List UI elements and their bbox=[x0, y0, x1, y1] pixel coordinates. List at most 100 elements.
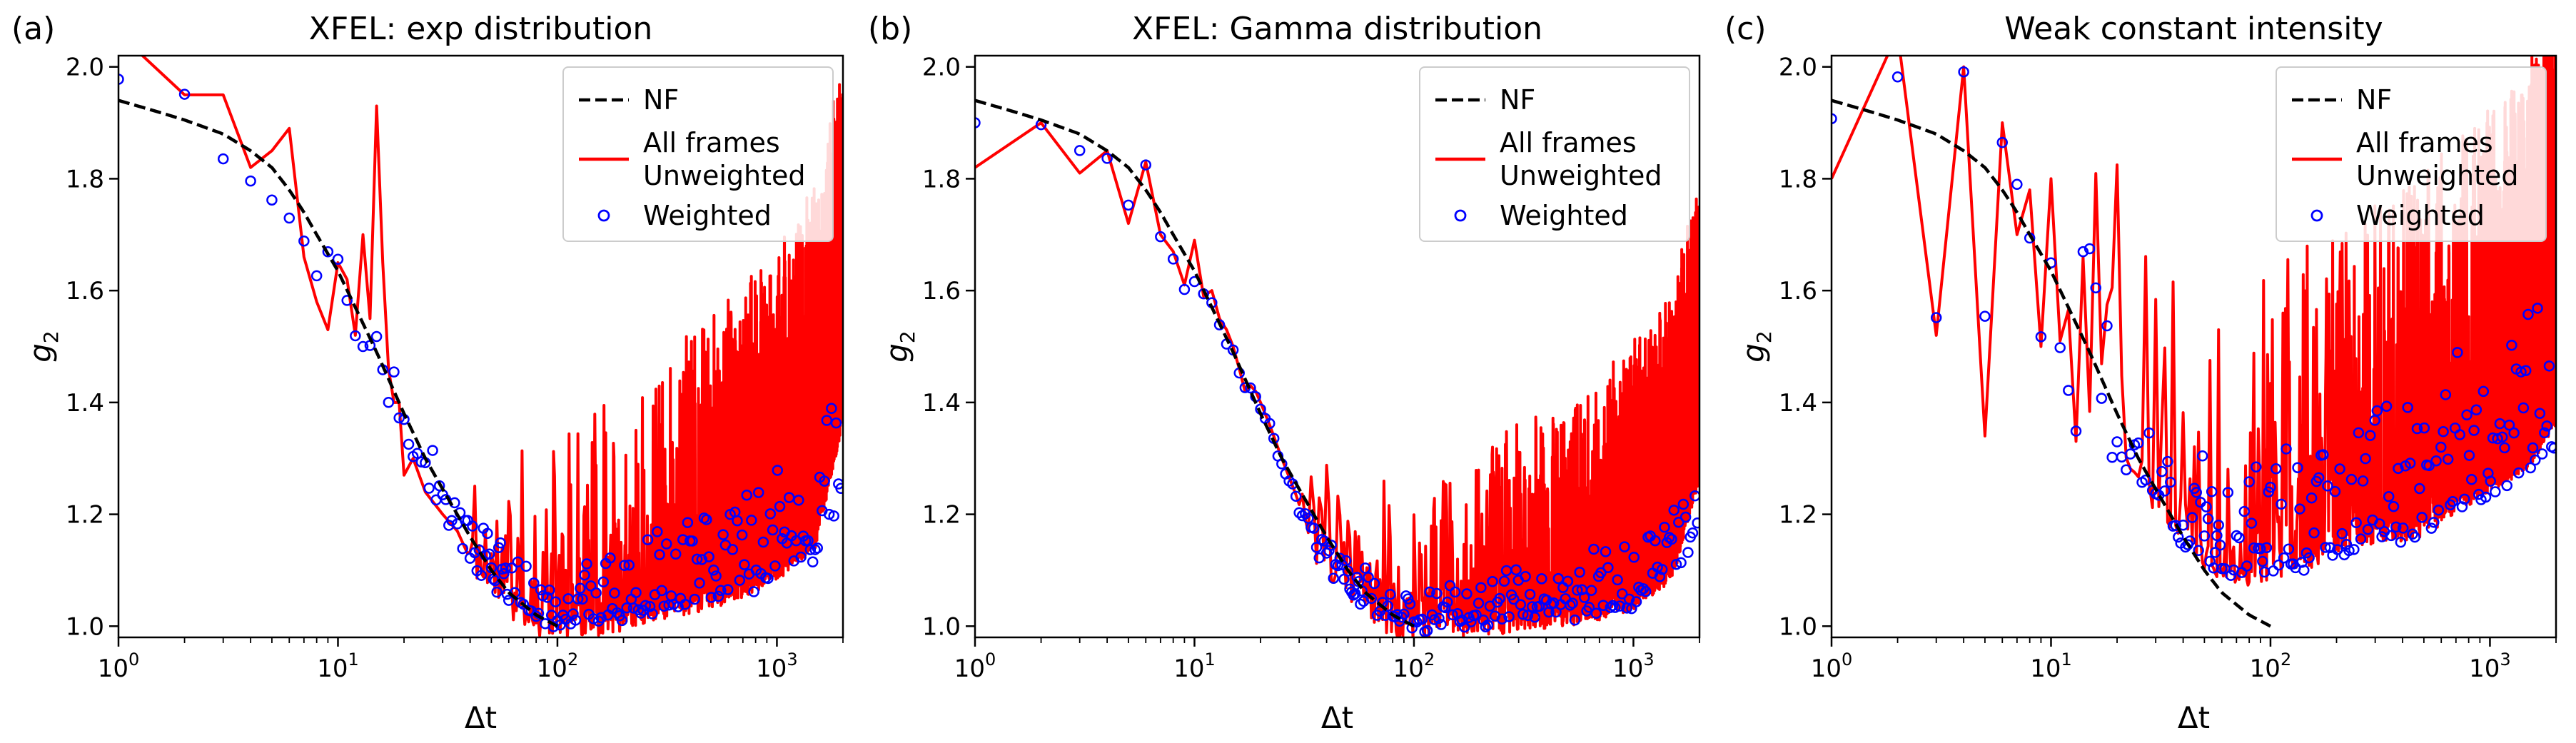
y-axis-label: g2 bbox=[879, 330, 919, 363]
weighted-point bbox=[712, 590, 724, 602]
weighted-point bbox=[2501, 480, 2512, 492]
weighted-point bbox=[2414, 482, 2425, 495]
weighted-point bbox=[1614, 600, 1626, 612]
weighted-point bbox=[2360, 453, 2371, 465]
weighted-point bbox=[609, 587, 620, 599]
weighted-point bbox=[2473, 488, 2485, 500]
weighted-point bbox=[2308, 527, 2320, 539]
legend-unweighted-line: Unweighted bbox=[643, 160, 806, 191]
x-tick-base: 10 bbox=[954, 654, 985, 683]
weighted-point bbox=[2492, 433, 2503, 445]
x-tick-exponent: 1 bbox=[348, 650, 358, 669]
weighted-point bbox=[1475, 582, 1487, 594]
weighted-point bbox=[2468, 425, 2480, 436]
weighted-point bbox=[2454, 429, 2465, 440]
weighted-point bbox=[1447, 609, 1458, 621]
weighted-point bbox=[577, 593, 588, 605]
weighted-point bbox=[2499, 442, 2510, 454]
legend-box bbox=[2276, 66, 2547, 242]
weighted-point bbox=[2520, 365, 2532, 377]
weighted-point bbox=[2343, 545, 2355, 557]
weighted-point bbox=[2162, 455, 2173, 467]
y-tick-label: 1.4 bbox=[922, 389, 961, 418]
weighted-point bbox=[1579, 592, 1590, 603]
weighted-point bbox=[2348, 544, 2360, 555]
weighted-point bbox=[283, 212, 296, 224]
weighted-point bbox=[495, 537, 506, 549]
weighted-point bbox=[597, 576, 610, 588]
weighted-point bbox=[2388, 500, 2400, 512]
legend-unweighted-label: All frames Unweighted bbox=[1500, 127, 1662, 191]
weighted-point bbox=[542, 592, 553, 603]
x-tick-label: 103 bbox=[1612, 650, 1655, 683]
weighted-point bbox=[1526, 601, 1538, 612]
weighted-point bbox=[2534, 408, 2546, 419]
weighted-point bbox=[2278, 552, 2290, 564]
weighted-point bbox=[2447, 496, 2459, 507]
weighted-point bbox=[1363, 572, 1374, 583]
weighted-point bbox=[652, 526, 663, 537]
weighted-point bbox=[2265, 481, 2276, 493]
y-tick-label: 1.0 bbox=[66, 612, 104, 641]
axes-frame bbox=[117, 54, 844, 639]
weighted-point bbox=[2140, 474, 2151, 486]
weighted-point bbox=[715, 585, 727, 596]
weighted-point bbox=[654, 549, 665, 560]
weighted-point bbox=[644, 601, 656, 612]
y-tick-label: 1.0 bbox=[922, 612, 961, 641]
weighted-point bbox=[611, 607, 623, 619]
weighted-point bbox=[491, 586, 502, 598]
weighted-point bbox=[2165, 476, 2176, 488]
weighted-point bbox=[1433, 612, 1445, 624]
weighted-point bbox=[680, 599, 691, 610]
weighted-point bbox=[1650, 535, 1661, 547]
weighted-point bbox=[1508, 593, 1520, 605]
weighted-point bbox=[1567, 597, 1578, 609]
y-tick-label: 1.6 bbox=[922, 277, 961, 305]
weighted-point bbox=[503, 595, 515, 606]
x-tick-label: 102 bbox=[1393, 650, 1435, 683]
weighted-point bbox=[1616, 588, 1628, 600]
weighted-point bbox=[1654, 571, 1666, 582]
weighted-point bbox=[2090, 282, 2101, 294]
legend-unweighted-line: All frames bbox=[643, 127, 780, 158]
weighted-point bbox=[2011, 178, 2023, 191]
weighted-point bbox=[2334, 463, 2345, 475]
y-axis-label-sub: 2 bbox=[1752, 330, 1776, 343]
x-axis-label-text: Δt bbox=[1321, 700, 1353, 735]
weighted-point bbox=[2380, 400, 2393, 412]
weighted-point bbox=[616, 615, 628, 627]
weighted-point bbox=[2541, 420, 2552, 432]
weighted-point bbox=[2248, 542, 2260, 554]
weighted-point bbox=[2371, 405, 2383, 417]
weighted-point bbox=[2543, 360, 2555, 372]
weighted-point bbox=[2261, 542, 2273, 554]
weighted-point bbox=[245, 175, 256, 187]
weighted-point bbox=[1313, 552, 1325, 564]
weighted-point bbox=[1673, 517, 1684, 528]
weighted-point bbox=[2411, 423, 2423, 435]
weighted-point bbox=[1140, 159, 1152, 171]
weighted-point bbox=[1670, 558, 1682, 570]
y-axis-label-main: g bbox=[1736, 343, 1771, 363]
weighted-point bbox=[2527, 442, 2539, 454]
weighted-point bbox=[1494, 592, 1505, 605]
y-tick-label: 2.0 bbox=[922, 54, 961, 82]
weighted-point bbox=[619, 560, 630, 571]
weighted-point bbox=[1342, 565, 1354, 577]
x-tick-exponent: 3 bbox=[787, 650, 797, 669]
weighted-point bbox=[2532, 303, 2543, 314]
weighted-point bbox=[217, 153, 229, 165]
weighted-point bbox=[2214, 540, 2226, 551]
weighted-point bbox=[2268, 565, 2279, 577]
weighted-point bbox=[753, 487, 764, 498]
weighted-point bbox=[475, 570, 488, 581]
weighted-point bbox=[1612, 574, 1623, 586]
weighted-point bbox=[642, 534, 654, 545]
weighted-point bbox=[734, 575, 746, 586]
panel-label: (a) bbox=[11, 11, 55, 47]
weighted-point bbox=[1323, 545, 1335, 557]
weighted-point bbox=[2159, 485, 2171, 497]
weighted-point bbox=[1680, 511, 1692, 523]
weighted-point bbox=[2077, 246, 2089, 258]
